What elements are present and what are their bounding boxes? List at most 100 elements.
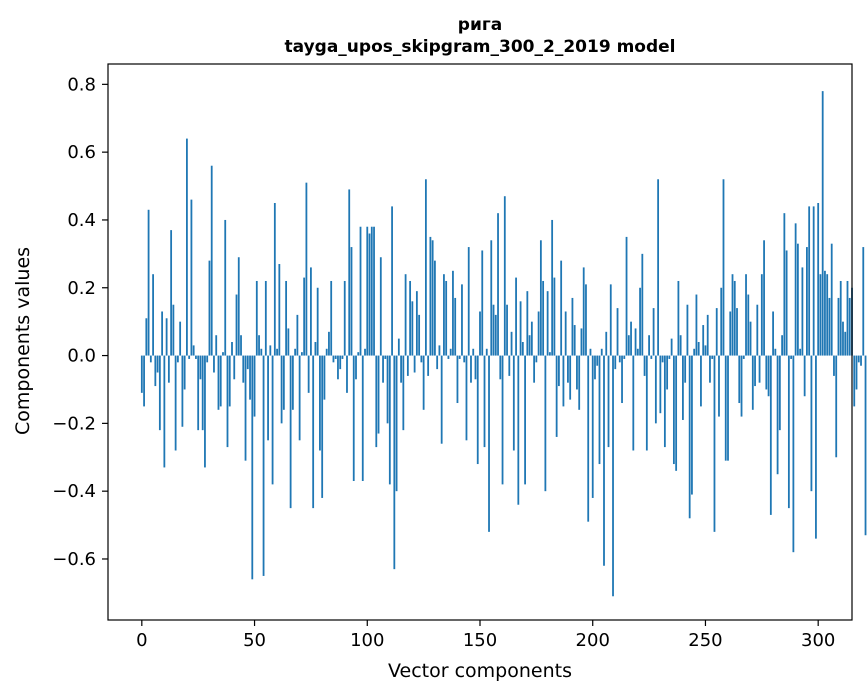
bar-97 <box>359 226 362 356</box>
bar-107 <box>382 355 384 383</box>
bar-138 <box>452 270 454 356</box>
bar-260 <box>727 355 729 461</box>
bar-316 <box>853 355 856 407</box>
bar-283 <box>778 355 781 431</box>
bar-108 <box>384 355 387 359</box>
bar-173 <box>530 321 533 356</box>
bar-157 <box>494 314 497 356</box>
bar-126 <box>424 179 427 356</box>
bar-150 <box>479 311 481 356</box>
x-axis-label: Vector components <box>388 660 572 682</box>
bar-317 <box>855 355 858 390</box>
bar-46 <box>244 355 247 461</box>
y-tick-label-5: 0.4 <box>67 210 96 231</box>
bar-52 <box>258 335 260 356</box>
bar-241 <box>684 355 687 383</box>
bar-96 <box>357 352 360 356</box>
bar-110 <box>388 355 391 485</box>
bar-240 <box>682 355 684 420</box>
bar-159 <box>499 355 502 380</box>
bar-320 <box>862 247 865 356</box>
bar-109 <box>386 355 389 424</box>
bar-218 <box>632 355 635 451</box>
bar-165 <box>512 355 515 451</box>
bar-209 <box>612 355 614 597</box>
bar-215 <box>625 236 628 356</box>
bar-267 <box>742 355 745 359</box>
bar-238 <box>677 280 680 356</box>
bar-130 <box>434 260 436 356</box>
bar-202 <box>596 355 599 366</box>
bar-48 <box>249 355 251 400</box>
bar-100 <box>366 226 369 356</box>
bar-205 <box>603 355 605 566</box>
bar-146 <box>470 355 472 383</box>
bar-261 <box>729 311 732 356</box>
bar-163 <box>508 355 511 376</box>
bar-131 <box>436 355 439 370</box>
y-tick-label-6: 0.6 <box>67 142 96 163</box>
bar-127 <box>427 355 430 376</box>
bar-268 <box>745 274 747 356</box>
bar-300 <box>817 203 820 356</box>
bar-23 <box>192 345 195 356</box>
bar-95 <box>355 355 357 380</box>
bar-195 <box>580 328 583 356</box>
chart-title-line2: tayga_upos_skipgram_300_2_2019 model <box>285 37 676 57</box>
bar-124 <box>420 355 423 363</box>
bar-287 <box>787 355 790 509</box>
bar-158 <box>497 213 499 356</box>
bar-53 <box>260 348 263 356</box>
bar-172 <box>528 335 531 356</box>
bar-179 <box>544 355 547 492</box>
bar-62 <box>280 355 283 424</box>
bar-245 <box>693 348 696 356</box>
bar-20 <box>186 138 188 356</box>
bar-35 <box>219 355 222 407</box>
bar-193 <box>576 355 578 390</box>
bar-6 <box>154 355 157 387</box>
bar-93 <box>350 247 353 356</box>
bar-123 <box>418 314 421 356</box>
bar-252 <box>709 355 711 383</box>
x-axis-ticks: 0 50 100 150 200 250 300 <box>136 620 835 651</box>
bar-214 <box>623 355 626 359</box>
bar-26 <box>199 355 202 380</box>
bar-243 <box>688 355 691 519</box>
bar-188 <box>564 311 567 356</box>
bars-group <box>140 91 867 597</box>
bar-115 <box>400 355 402 383</box>
bar-132 <box>438 345 441 356</box>
bar-118 <box>406 355 409 376</box>
y-tick-label-3: 0.0 <box>67 346 96 367</box>
bar-189 <box>567 355 569 383</box>
bar-47 <box>246 355 249 370</box>
bar-116 <box>402 355 405 431</box>
bar-168 <box>519 301 522 356</box>
bar-206 <box>605 331 608 356</box>
bar-36 <box>222 352 224 356</box>
bar-70 <box>298 355 301 441</box>
bar-211 <box>616 308 619 356</box>
bar-11 <box>165 318 168 356</box>
bar-21 <box>188 355 191 359</box>
bar-207 <box>607 355 610 448</box>
bar-99 <box>364 348 366 356</box>
bar-314 <box>848 297 851 356</box>
x-tick-label-0: 0 <box>136 630 147 651</box>
bar-192 <box>573 325 576 356</box>
bar-249 <box>702 325 705 356</box>
bar-200 <box>591 355 594 498</box>
bar-3 <box>147 209 150 356</box>
bar-28 <box>204 355 206 468</box>
bar-285 <box>783 213 786 356</box>
bar-54 <box>262 355 265 576</box>
bar-32 <box>213 355 215 373</box>
bar-59 <box>273 203 276 356</box>
bar-233 <box>666 355 669 390</box>
bar-141 <box>458 355 461 359</box>
bar-162 <box>506 304 508 356</box>
bar-318 <box>857 355 860 363</box>
bar-228 <box>654 355 657 424</box>
bar-33 <box>215 335 218 356</box>
